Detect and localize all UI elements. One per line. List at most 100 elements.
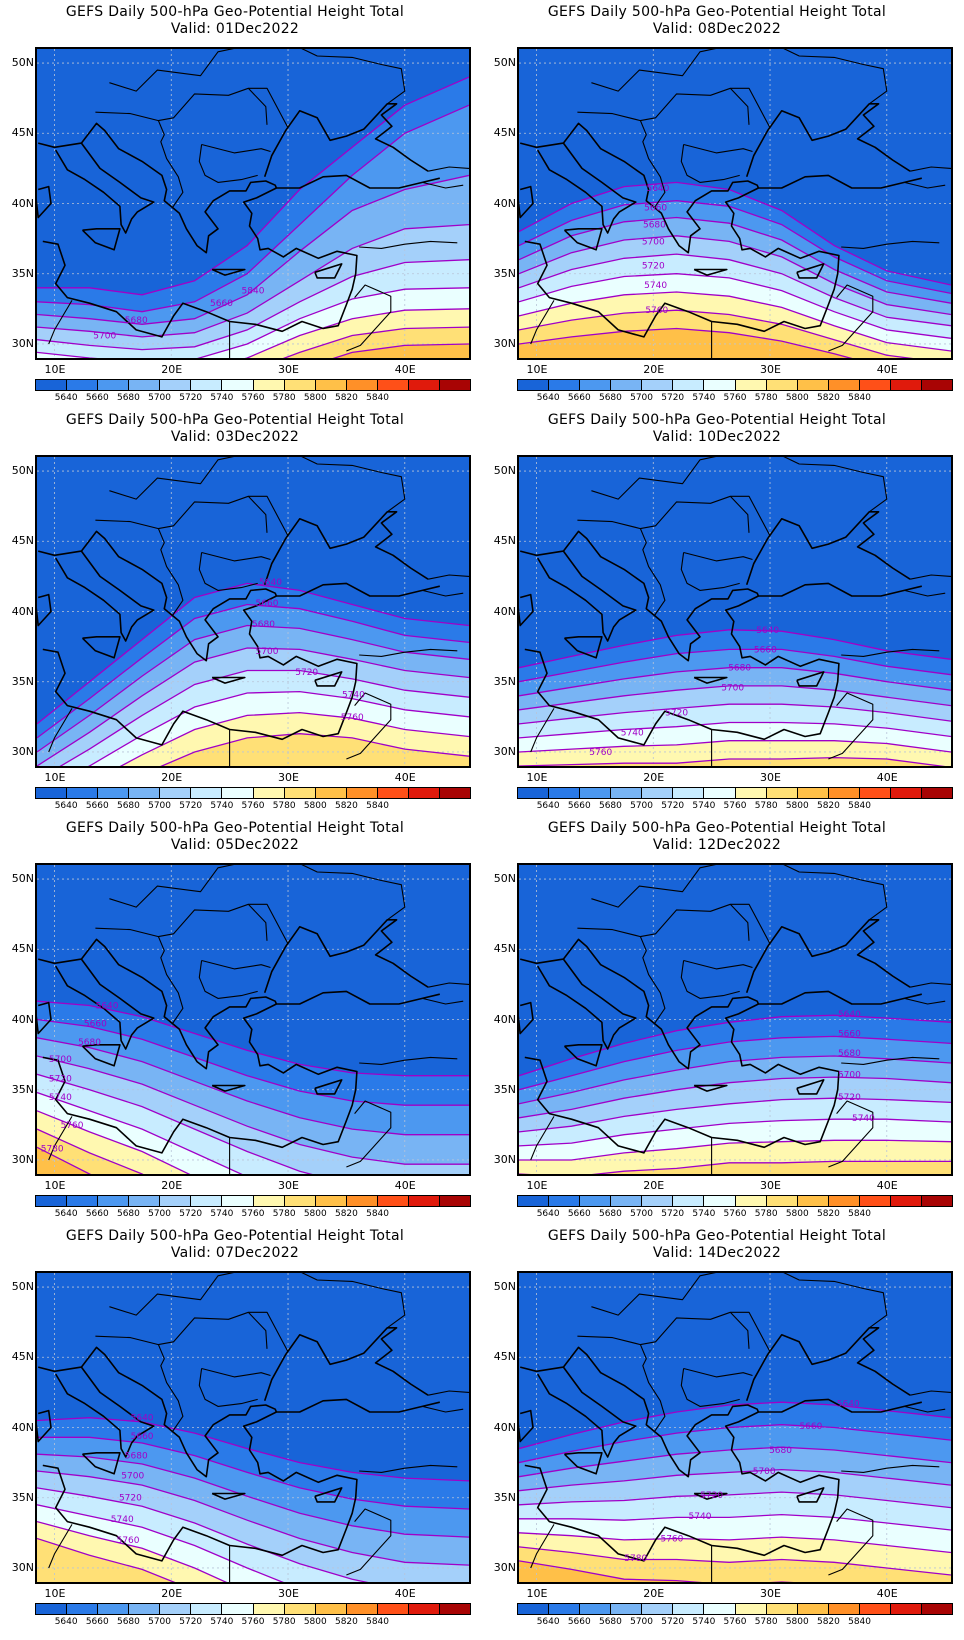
contour-line [37, 223, 469, 338]
lon-tick-label: 40E [394, 771, 416, 784]
colorbar-swatch [315, 788, 347, 798]
lat-tick-label: 45N [11, 942, 34, 956]
contour-label: 5680 [125, 1452, 148, 1462]
lon-tick-label: 40E [876, 1179, 898, 1192]
coastline [745, 919, 911, 994]
field-band [519, 757, 941, 766]
map-panel: GEFS Daily 500-hPa Geo-Potential Height … [0, 816, 471, 1219]
colorbar-swatch [191, 380, 223, 390]
country-border [201, 959, 271, 970]
lat-tick-label: 50N [493, 1280, 516, 1294]
contour-label: 5680 [252, 620, 275, 630]
colorbar-swatch [191, 1604, 223, 1614]
country-border [639, 1344, 666, 1433]
colorbar-swatch [735, 1604, 767, 1614]
coastline [796, 1487, 825, 1503]
country-border [427, 166, 469, 172]
lat-tick-label: 50N [11, 872, 34, 886]
country-border [828, 284, 874, 352]
colorbar-swatch [440, 380, 471, 390]
colorbar-swatch [346, 380, 378, 390]
map-panel: GEFS Daily 500-hPa Geo-Potential Height … [482, 1224, 953, 1627]
colorbar-swatch [735, 1196, 767, 1206]
country-border [247, 1311, 268, 1349]
country-border [783, 1273, 888, 1329]
contour-line [519, 327, 853, 358]
country-border [201, 551, 271, 562]
coastline [314, 671, 343, 687]
lon-tick-label: 10E [44, 771, 66, 784]
colorbar-label: 5740 [210, 1209, 234, 1219]
field-band [37, 1538, 174, 1582]
lat-tick-label: 45N [11, 126, 34, 140]
coastline [37, 593, 52, 627]
lon-tick-label: 40E [876, 771, 898, 784]
panel-valid-date: Valid: 10Dec2022 [652, 429, 782, 445]
colorbar-label: 5660 [85, 393, 109, 403]
country-border [591, 49, 717, 92]
lon-tick-label: 30E [760, 771, 781, 784]
country-border [422, 589, 464, 597]
colorbar-swatch [922, 1196, 953, 1206]
coastline [520, 122, 760, 254]
coastline [55, 958, 155, 1050]
contour-line [37, 624, 469, 753]
contour-line [519, 1076, 951, 1119]
field-band [519, 328, 850, 358]
contour-line [519, 309, 914, 358]
colorbar-swatch [315, 380, 347, 390]
coastline [563, 636, 603, 659]
colorbar-swatch [222, 788, 254, 798]
colorbar-label: 5800 [303, 1209, 327, 1219]
colorbar-swatch [890, 1604, 923, 1614]
lat-tick-label: 30N [493, 1560, 516, 1574]
colorbar-swatch [284, 788, 316, 798]
contour-line [37, 104, 469, 313]
coastline [520, 1346, 760, 1478]
country-border [729, 495, 750, 533]
coastline [211, 268, 246, 276]
country-border [198, 552, 258, 591]
coastline [745, 1327, 911, 1402]
colorbar-label: 5740 [210, 801, 234, 811]
colorbar-label: 5740 [210, 393, 234, 403]
lon-tick-label: 20E [161, 1179, 183, 1192]
country-border [639, 120, 666, 209]
colorbar-swatch [580, 788, 612, 798]
colorbar-label: 5720 [661, 1209, 685, 1219]
contour-line [37, 582, 469, 725]
panel-title: GEFS Daily 500-hPa Geo-Potential Height … [547, 820, 887, 836]
lon-tick-label: 10E [44, 1587, 66, 1600]
contour-line [519, 1139, 951, 1161]
colorbar-label: 5700 [148, 1617, 172, 1627]
colorbar-swatch [828, 1604, 860, 1614]
colorbar-label: 5720 [179, 801, 203, 811]
colorbar-swatch [160, 788, 192, 798]
contour-line [37, 1520, 228, 1582]
colorbar-label: 5700 [148, 801, 172, 811]
colorbar-swatch [704, 380, 736, 390]
contour-label: 5720 [49, 1074, 72, 1084]
country-border [729, 87, 750, 125]
colorbar [517, 1603, 953, 1615]
colorbar-swatch [129, 788, 161, 798]
coastline [537, 958, 637, 1050]
contour-line [332, 343, 469, 358]
contour-label: 5700 [642, 237, 665, 247]
colorbar-label: 5700 [630, 1209, 654, 1219]
colorbar-label: 5680 [116, 801, 140, 811]
lon-tick-label: 30E [760, 363, 781, 376]
coastline [276, 174, 440, 189]
coastline [758, 582, 922, 597]
colorbar-label: 5800 [785, 1617, 809, 1627]
country-border [577, 903, 771, 944]
country-border [346, 284, 392, 352]
country-border [359, 648, 458, 657]
contour-line [519, 756, 946, 766]
colorbar-swatch [890, 788, 923, 798]
colorbar-label: 5700 [148, 393, 172, 403]
colorbar-swatch [580, 380, 612, 390]
map-frame: 5640 5660 5680 5700 5720 5740 [517, 863, 953, 1176]
contour-label: 5700 [256, 647, 279, 657]
